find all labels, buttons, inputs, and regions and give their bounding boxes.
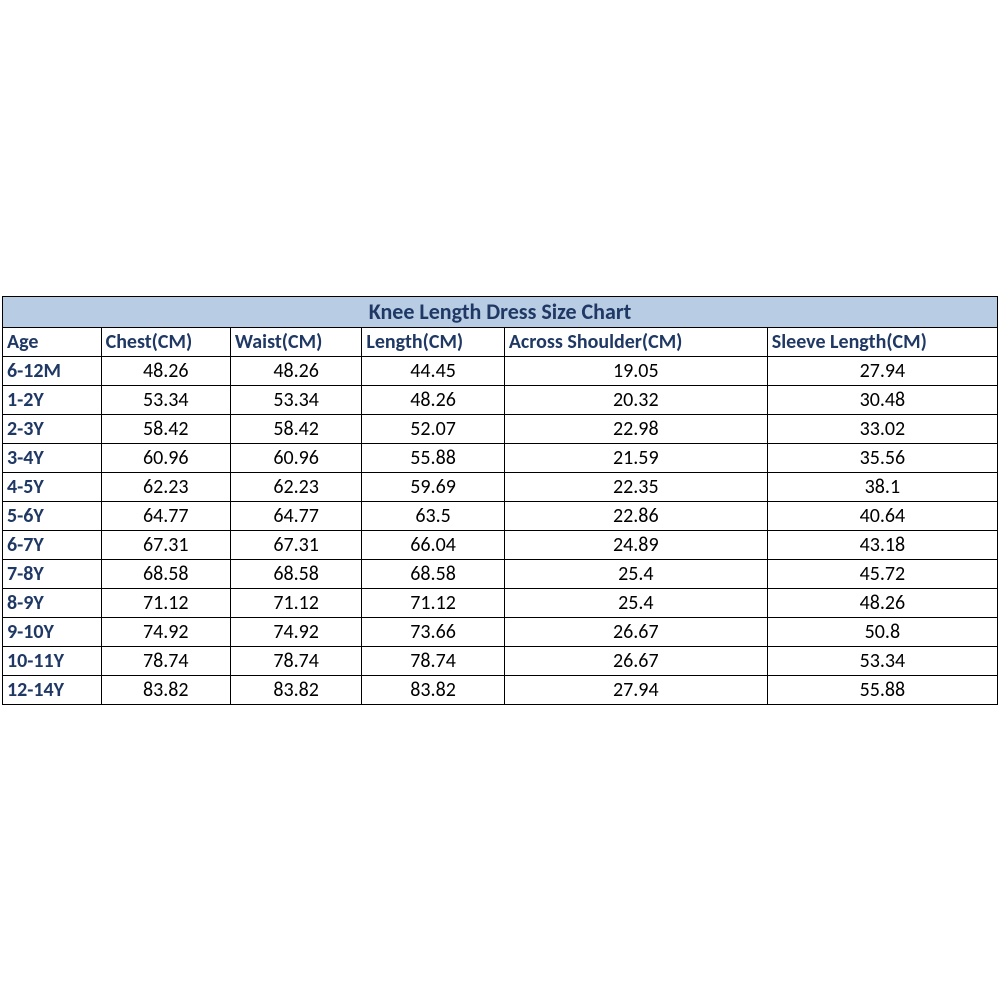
cell-age: 7-8Y [3,559,102,588]
cell-value: 83.82 [101,675,230,704]
col-age: Age [3,327,102,356]
table-row: 7-8Y68.5868.5868.5825.445.72 [3,559,998,588]
table-row: 3-4Y60.9660.9655.8821.5935.56 [3,443,998,472]
cell-value: 60.96 [101,443,230,472]
cell-value: 60.96 [230,443,361,472]
cell-value: 66.04 [362,530,504,559]
cell-value: 58.42 [101,414,230,443]
cell-value: 55.88 [362,443,504,472]
cell-value: 48.26 [101,356,230,385]
cell-value: 52.07 [362,414,504,443]
col-length: Length(CM) [362,327,504,356]
table-row: 9-10Y74.9274.9273.6626.6750.8 [3,617,998,646]
cell-value: 68.58 [362,559,504,588]
cell-value: 78.74 [362,646,504,675]
cell-age: 4-5Y [3,472,102,501]
cell-age: 10-11Y [3,646,102,675]
cell-value: 74.92 [230,617,361,646]
col-waist: Waist(CM) [230,327,361,356]
cell-value: 45.72 [767,559,997,588]
cell-value: 27.94 [767,356,997,385]
cell-value: 26.67 [504,646,767,675]
cell-value: 53.34 [767,646,997,675]
cell-age: 6-7Y [3,530,102,559]
cell-value: 67.31 [230,530,361,559]
cell-value: 71.12 [101,588,230,617]
table-row: 1-2Y53.3453.3448.2620.3230.48 [3,385,998,414]
cell-value: 67.31 [101,530,230,559]
cell-value: 22.98 [504,414,767,443]
size-chart-table: Knee Length Dress Size Chart Age Chest(C… [2,296,998,705]
cell-value: 20.32 [504,385,767,414]
cell-value: 62.23 [101,472,230,501]
cell-value: 58.42 [230,414,361,443]
cell-value: 27.94 [504,675,767,704]
table-row: 10-11Y78.7478.7478.7426.6753.34 [3,646,998,675]
cell-value: 53.34 [101,385,230,414]
cell-value: 71.12 [362,588,504,617]
cell-value: 53.34 [230,385,361,414]
cell-value: 73.66 [362,617,504,646]
cell-value: 26.67 [504,617,767,646]
cell-value: 40.64 [767,501,997,530]
cell-value: 83.82 [230,675,361,704]
cell-value: 33.02 [767,414,997,443]
cell-value: 83.82 [362,675,504,704]
cell-value: 48.26 [230,356,361,385]
cell-value: 22.86 [504,501,767,530]
col-sleeve: Sleeve Length(CM) [767,327,997,356]
cell-value: 30.48 [767,385,997,414]
cell-value: 22.35 [504,472,767,501]
col-chest: Chest(CM) [101,327,230,356]
cell-value: 44.45 [362,356,504,385]
cell-value: 68.58 [230,559,361,588]
table-row: 6-12M48.2648.2644.4519.0527.94 [3,356,998,385]
table-row: 6-7Y67.3167.3166.0424.8943.18 [3,530,998,559]
table-title: Knee Length Dress Size Chart [3,296,998,327]
cell-value: 25.4 [504,588,767,617]
cell-value: 59.69 [362,472,504,501]
table-row: 5-6Y64.7764.7763.522.8640.64 [3,501,998,530]
cell-value: 19.05 [504,356,767,385]
table-header-row: Age Chest(CM) Waist(CM) Length(CM) Acros… [3,327,998,356]
cell-value: 55.88 [767,675,997,704]
cell-value: 21.59 [504,443,767,472]
table-title-row: Knee Length Dress Size Chart [3,296,998,327]
cell-age: 12-14Y [3,675,102,704]
table-body: 6-12M48.2648.2644.4519.0527.941-2Y53.345… [3,356,998,704]
cell-value: 38.1 [767,472,997,501]
cell-age: 2-3Y [3,414,102,443]
cell-value: 50.8 [767,617,997,646]
cell-value: 35.56 [767,443,997,472]
cell-value: 74.92 [101,617,230,646]
table-row: 12-14Y83.8283.8283.8227.9455.88 [3,675,998,704]
col-shoulder: Across Shoulder(CM) [504,327,767,356]
cell-value: 64.77 [101,501,230,530]
cell-age: 1-2Y [3,385,102,414]
table-row: 4-5Y62.2362.2359.6922.3538.1 [3,472,998,501]
cell-value: 71.12 [230,588,361,617]
cell-age: 9-10Y [3,617,102,646]
cell-age: 6-12M [3,356,102,385]
size-chart-container: Knee Length Dress Size Chart Age Chest(C… [2,296,998,705]
cell-value: 62.23 [230,472,361,501]
table-row: 8-9Y71.1271.1271.1225.448.26 [3,588,998,617]
table-row: 2-3Y58.4258.4252.0722.9833.02 [3,414,998,443]
cell-value: 68.58 [101,559,230,588]
cell-value: 48.26 [767,588,997,617]
cell-value: 43.18 [767,530,997,559]
cell-value: 64.77 [230,501,361,530]
cell-age: 8-9Y [3,588,102,617]
cell-age: 3-4Y [3,443,102,472]
cell-value: 48.26 [362,385,504,414]
cell-value: 78.74 [101,646,230,675]
cell-value: 63.5 [362,501,504,530]
cell-value: 24.89 [504,530,767,559]
cell-value: 25.4 [504,559,767,588]
cell-age: 5-6Y [3,501,102,530]
cell-value: 78.74 [230,646,361,675]
